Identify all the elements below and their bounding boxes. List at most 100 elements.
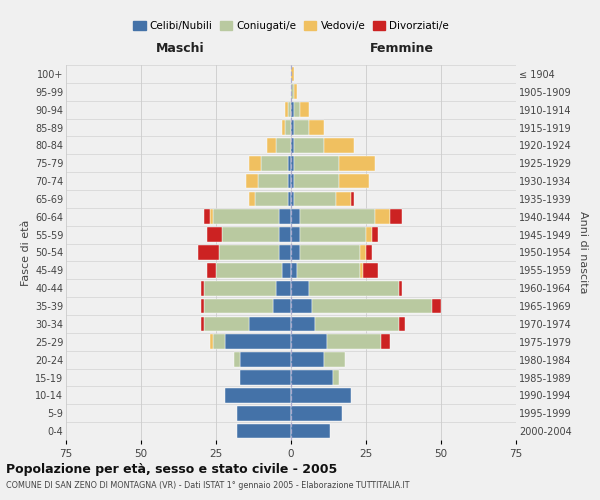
Bar	[210, 334, 213, 349]
Bar	[291, 352, 324, 367]
Bar	[225, 334, 291, 349]
Bar	[216, 263, 282, 278]
Bar	[300, 245, 360, 260]
Bar	[291, 334, 327, 349]
Bar	[249, 316, 291, 331]
Bar	[294, 120, 309, 135]
Bar	[381, 334, 390, 349]
Bar	[291, 120, 294, 135]
Bar	[294, 192, 336, 206]
Bar	[285, 102, 288, 117]
Bar	[291, 84, 294, 99]
Bar	[291, 316, 315, 331]
Bar	[300, 210, 375, 224]
Bar	[204, 210, 210, 224]
Bar	[279, 245, 291, 260]
Bar	[294, 102, 300, 117]
Bar	[288, 192, 291, 206]
Bar	[225, 388, 291, 402]
Bar	[294, 138, 324, 152]
Bar	[363, 263, 378, 278]
Bar	[285, 120, 291, 135]
Bar	[288, 102, 291, 117]
Bar	[291, 406, 342, 420]
Bar	[204, 281, 276, 295]
Bar	[207, 263, 216, 278]
Bar	[282, 120, 285, 135]
Bar	[204, 298, 273, 314]
Bar	[327, 334, 381, 349]
Bar	[324, 352, 345, 367]
Bar	[339, 174, 369, 188]
Bar	[291, 228, 300, 242]
Bar	[249, 192, 255, 206]
Bar	[291, 174, 294, 188]
Bar	[204, 316, 249, 331]
Bar	[201, 298, 204, 314]
Y-axis label: Fasce di età: Fasce di età	[20, 220, 31, 286]
Bar	[246, 174, 258, 188]
Bar	[399, 281, 402, 295]
Bar	[276, 281, 291, 295]
Text: COMUNE DI SAN ZENO DI MONTAGNA (VR) - Dati ISTAT 1° gennaio 2005 - Elaborazione : COMUNE DI SAN ZENO DI MONTAGNA (VR) - Da…	[6, 481, 409, 490]
Bar	[210, 210, 213, 224]
Bar	[366, 228, 372, 242]
Bar	[222, 228, 279, 242]
Bar	[276, 138, 291, 152]
Bar	[213, 210, 279, 224]
Bar	[249, 156, 261, 170]
Bar	[240, 370, 291, 385]
Bar	[234, 352, 240, 367]
Bar	[360, 245, 366, 260]
Bar	[198, 245, 219, 260]
Bar	[279, 210, 291, 224]
Bar	[291, 138, 294, 152]
Bar	[255, 192, 288, 206]
Bar	[288, 174, 291, 188]
Bar	[291, 245, 300, 260]
Bar	[267, 138, 276, 152]
Bar	[237, 424, 291, 438]
Bar	[291, 424, 330, 438]
Text: Popolazione per età, sesso e stato civile - 2005: Popolazione per età, sesso e stato civil…	[6, 462, 337, 475]
Bar	[282, 263, 291, 278]
Bar	[351, 192, 354, 206]
Bar	[291, 298, 312, 314]
Bar	[291, 281, 309, 295]
Bar	[291, 102, 294, 117]
Bar	[366, 245, 372, 260]
Bar	[336, 192, 351, 206]
Bar	[207, 228, 222, 242]
Bar	[261, 156, 288, 170]
Text: Maschi: Maschi	[155, 42, 205, 55]
Bar	[324, 138, 354, 152]
Bar	[291, 192, 294, 206]
Bar	[360, 263, 363, 278]
Bar	[294, 84, 297, 99]
Bar	[279, 228, 291, 242]
Bar	[201, 281, 204, 295]
Bar	[372, 228, 378, 242]
Bar	[399, 316, 405, 331]
Bar	[291, 388, 351, 402]
Bar	[258, 174, 288, 188]
Bar	[300, 102, 309, 117]
Bar	[291, 370, 333, 385]
Bar	[309, 120, 324, 135]
Bar	[288, 156, 291, 170]
Bar	[390, 210, 402, 224]
Bar	[201, 316, 204, 331]
Bar	[291, 210, 300, 224]
Bar	[291, 156, 294, 170]
Bar	[333, 370, 339, 385]
Bar	[291, 66, 294, 81]
Legend: Celibi/Nubili, Coniugati/e, Vedovi/e, Divorziati/e: Celibi/Nubili, Coniugati/e, Vedovi/e, Di…	[130, 18, 452, 34]
Y-axis label: Anni di nascita: Anni di nascita	[578, 211, 589, 294]
Bar	[240, 352, 291, 367]
Bar	[309, 281, 399, 295]
Text: Femmine: Femmine	[370, 42, 434, 55]
Bar	[297, 263, 360, 278]
Bar	[273, 298, 291, 314]
Bar	[315, 316, 399, 331]
Bar	[375, 210, 390, 224]
